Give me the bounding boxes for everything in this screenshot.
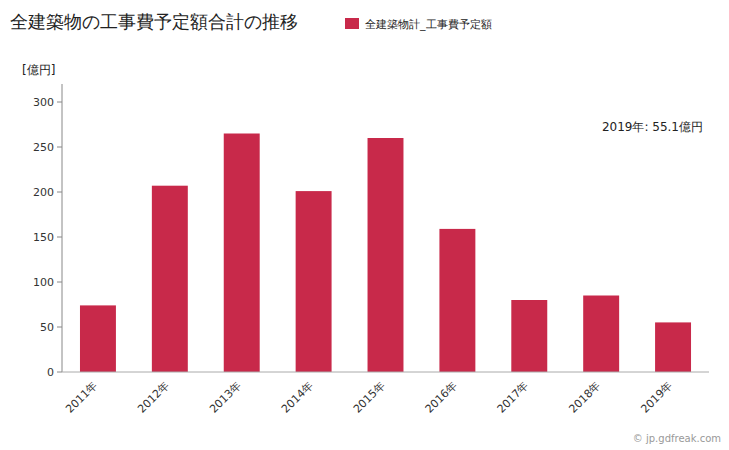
x-tick-label: 2019年 (638, 379, 675, 416)
bar (296, 191, 332, 372)
y-tick-label: 250 (33, 141, 54, 154)
y-tick-label: 100 (33, 276, 54, 289)
chart-container: 全建築物の工事費予定額合計の推移 0 50 100 150 200 250 300 [億円] 20… (0, 0, 729, 450)
bars (80, 134, 691, 373)
x-tick-label: 2017年 (495, 379, 532, 416)
y-tick-label: 50 (40, 321, 54, 334)
bar (80, 305, 116, 372)
y-tick (57, 282, 62, 283)
title: 全建築物の工事費予定額合計の推移 (10, 11, 298, 32)
y-tick (57, 372, 62, 373)
y-tick (57, 192, 62, 193)
bar (511, 300, 547, 372)
bar (583, 296, 619, 373)
x-axis-line (62, 372, 709, 373)
x-tick-label: 2014年 (279, 379, 316, 416)
x-tick-label: 2018年 (567, 379, 604, 416)
x-axis: 2011年 2012年 2013年 2014年 2015年 2016年 2017年 2018年… (62, 372, 709, 416)
y-axis-label: [億円] (22, 63, 55, 77)
bar (224, 134, 260, 373)
bar (439, 229, 475, 372)
bar (368, 138, 404, 372)
annotation: 2019年: 55.1億円 (602, 120, 703, 134)
y-tick-label: 0 (47, 366, 54, 379)
y-axis-line (62, 84, 63, 372)
legend: 全建築物計_工事費予定額 (345, 18, 492, 31)
watermark: © jp.gdfreak.com (633, 433, 721, 444)
x-tick-label: 2013年 (207, 379, 244, 416)
x-tick-label: 2012年 (135, 379, 172, 416)
x-tick-label: 2011年 (63, 379, 100, 416)
y-tick (57, 102, 62, 103)
y-tick (57, 147, 62, 148)
chart: 全建築物の工事費予定額合計の推移 0 50 100 150 200 250 300 [億円] 20… (0, 0, 729, 450)
x-tick-label: 2015年 (351, 379, 388, 416)
bar (655, 322, 691, 372)
y-axis: 0 50 100 150 200 250 300 (33, 84, 62, 379)
legend-swatch (345, 18, 359, 29)
x-tick-label: 2016年 (423, 379, 460, 416)
y-tick (57, 327, 62, 328)
legend-label: 全建築物計_工事費予定額 (365, 18, 492, 31)
y-tick (57, 237, 62, 238)
y-tick-label: 200 (33, 186, 54, 199)
bar (152, 186, 188, 372)
y-tick-label: 150 (33, 231, 54, 244)
y-tick-label: 300 (33, 96, 54, 109)
